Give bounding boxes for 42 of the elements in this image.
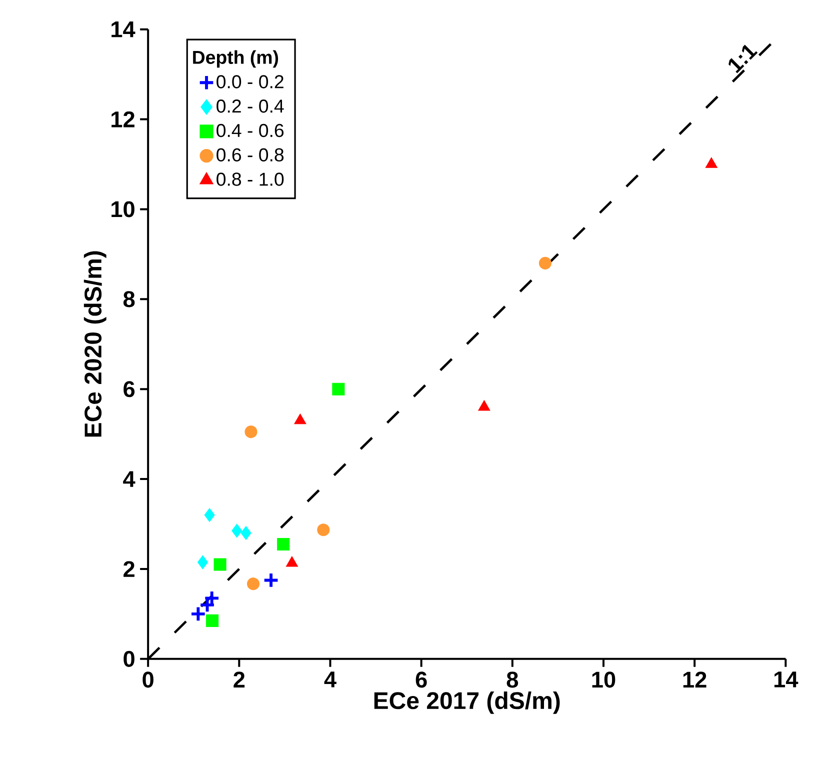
legend-label: 0.8 - 1.0 (216, 172, 284, 186)
point (317, 524, 330, 536)
legend-label: 0.4 - 0.6 (216, 124, 284, 138)
x-tick-label: 2 (234, 672, 245, 688)
point (204, 508, 215, 522)
y-tick-label: 4 (123, 471, 136, 487)
y-tick-label: 14 (112, 22, 136, 38)
y-tick-label: 12 (112, 111, 134, 128)
y-axis-title: ECe 2020 (dS/m) (84, 251, 106, 437)
point (206, 614, 219, 627)
point (277, 538, 290, 551)
x-tick-label: 6 (416, 672, 427, 688)
point (247, 578, 260, 590)
y-tick-label: 2 (124, 561, 134, 577)
legend-title: Depth (m) (193, 50, 278, 68)
point (332, 382, 345, 396)
point (190, 606, 206, 622)
legend-label: 0.0 - 0.2 (216, 75, 284, 88)
x-tick-label: 10 (592, 672, 616, 688)
x-tick-label: 0 (142, 672, 154, 688)
x-tick-label: 12 (683, 672, 706, 688)
y-tick-label: 8 (123, 291, 135, 308)
point (705, 157, 718, 168)
y-tick-label: 10 (112, 201, 134, 218)
point (262, 572, 280, 588)
x-tick-label: 14 (774, 672, 798, 688)
point (240, 526, 252, 540)
point (478, 400, 490, 411)
x-tick-label: 8 (506, 672, 518, 688)
point (197, 555, 208, 570)
point (294, 414, 306, 424)
legend-label: 0.2 - 0.4 (216, 100, 284, 113)
point (232, 524, 242, 538)
point (244, 426, 258, 438)
y-tick-label: 0 (124, 650, 134, 667)
annotation: 1:1 (728, 44, 758, 74)
point (538, 256, 552, 270)
x-tick-label: 4 (324, 672, 336, 688)
legend-label: 0.6 - 0.8 (216, 148, 284, 162)
y-tick-label: 6 (124, 381, 135, 398)
point (214, 558, 226, 571)
x-axis-title: ECe 2017 (dS/m) (374, 692, 560, 714)
